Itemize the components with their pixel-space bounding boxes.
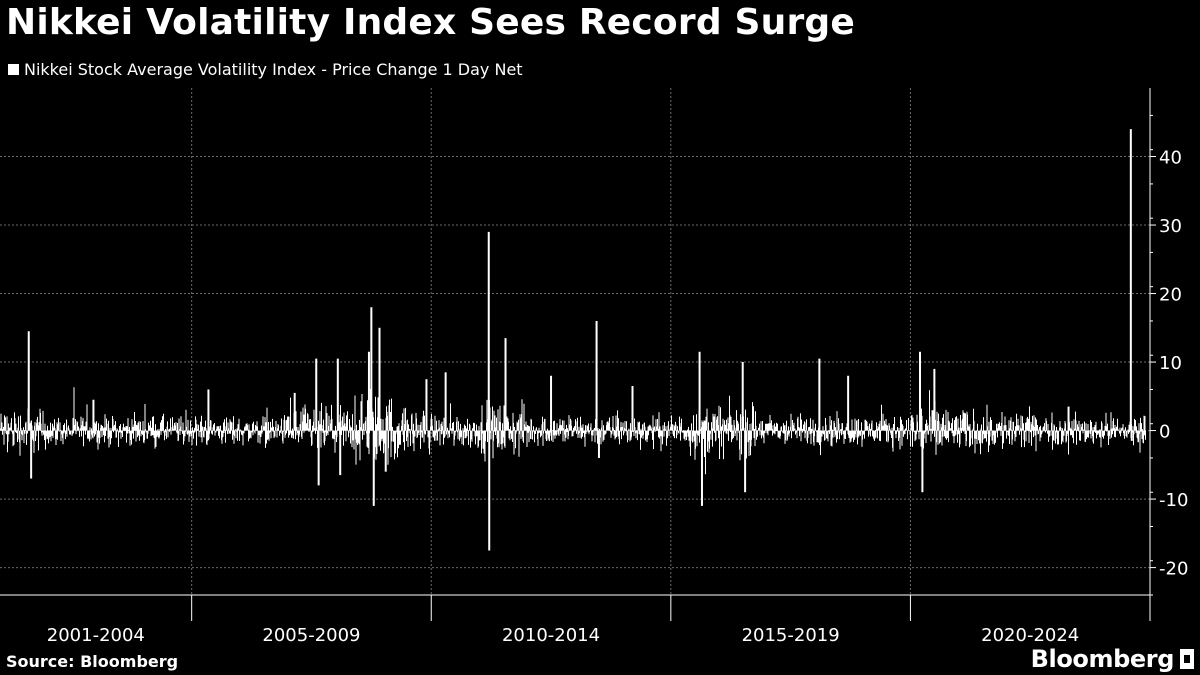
axes: -20 -10 0 10 20 30 40 2001-2004 2005-2009 2010-20… bbox=[0, 88, 1188, 646]
legend-swatch bbox=[8, 64, 19, 75]
x-period-label: 2020-2024 bbox=[981, 625, 1079, 646]
y-tick-label: 10 bbox=[1159, 353, 1182, 374]
bloomberg-logo-icon bbox=[1180, 649, 1194, 669]
brand: Bloomberg bbox=[1031, 645, 1194, 673]
legend-label: Nikkei Stock Average Volatility Index - … bbox=[24, 60, 523, 79]
y-tick-label: 20 bbox=[1159, 285, 1182, 306]
y-tick-label: -20 bbox=[1159, 559, 1188, 580]
chart-title: Nikkei Volatility Index Sees Record Surg… bbox=[6, 2, 856, 43]
y-tick-label: 0 bbox=[1159, 422, 1170, 443]
series-bars bbox=[0, 129, 1146, 551]
x-period-label: 2001-2004 bbox=[47, 625, 145, 646]
x-period-label: 2005-2009 bbox=[262, 625, 360, 646]
x-period-label: 2015-2019 bbox=[742, 625, 840, 646]
y-tick-label: 40 bbox=[1159, 148, 1182, 169]
y-tick-label: -10 bbox=[1159, 490, 1188, 511]
series-noise bbox=[0, 363, 1146, 475]
source-note: Source: Bloomberg bbox=[6, 652, 179, 671]
y-tick-label: 30 bbox=[1159, 216, 1182, 237]
x-period-label: 2010-2014 bbox=[502, 625, 600, 646]
grid-lines bbox=[0, 88, 1150, 595]
legend: Nikkei Stock Average Volatility Index - … bbox=[8, 60, 523, 79]
brand-name: Bloomberg bbox=[1030, 645, 1175, 673]
